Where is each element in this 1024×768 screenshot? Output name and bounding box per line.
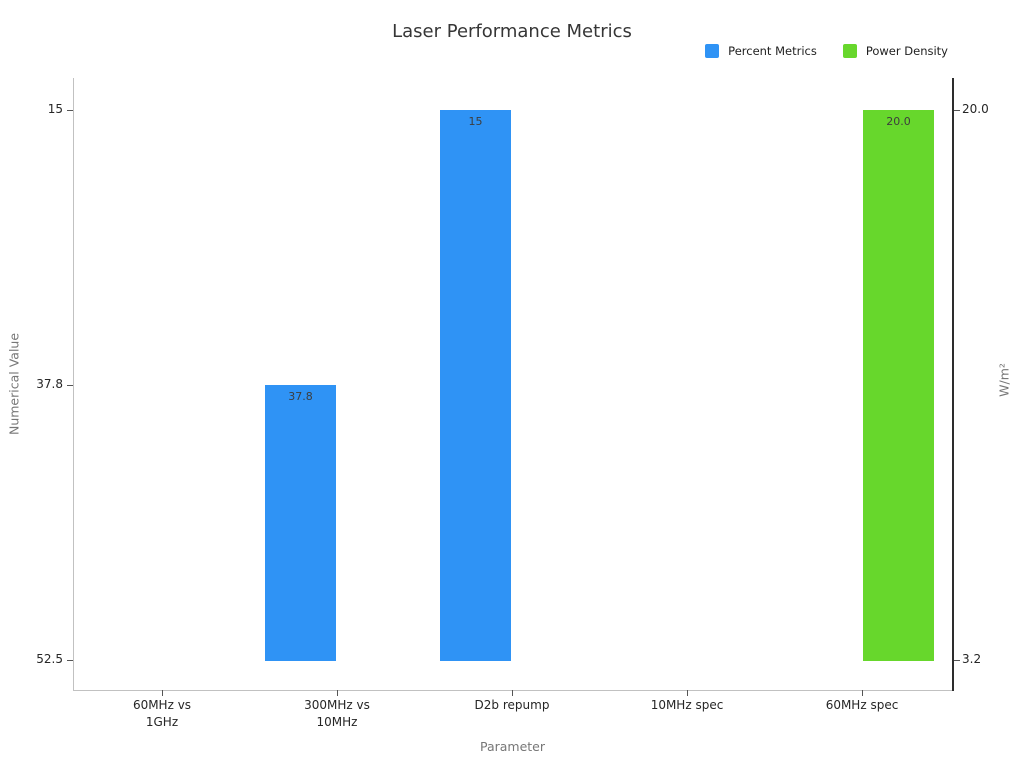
legend-item-power-density: Power Density: [842, 44, 948, 58]
x-axis-tick-label: D2b repump: [474, 698, 550, 712]
x-axis-tick-label: 60MHz vs 1GHz: [132, 698, 192, 729]
chart-title: Laser Performance Metrics: [392, 21, 632, 42]
x-axis-tick-label: 60MHz spec: [825, 698, 899, 712]
left-spine: [73, 78, 74, 691]
y-axis-right-tick-label: 20.0: [962, 102, 989, 116]
bar-value-label: 20.0: [886, 115, 911, 128]
bar-percent-metrics-1: [265, 385, 336, 661]
legend-label: Percent Metrics: [728, 44, 817, 58]
y-axis-left-tick-label: 37.8: [36, 377, 63, 391]
x-axis-tick-mark: [687, 690, 688, 696]
bar-value-label: 37.8: [288, 390, 313, 403]
percent-metrics-swatch-icon: [705, 44, 720, 58]
x-axis-tick-mark: [862, 690, 863, 696]
y-axis-left-title: Numerical Value: [6, 332, 22, 436]
legend-label: Power Density: [865, 44, 948, 58]
legend-item-percent-metrics: Percent Metrics: [705, 44, 817, 58]
power-density-swatch-icon: [842, 44, 857, 58]
x-axis-tick-mark: [512, 690, 513, 696]
y-axis-right-tick-mark: [954, 110, 960, 111]
y-axis-right-title: W/m²: [996, 363, 1012, 397]
y-axis-left-tick-mark: [67, 385, 73, 386]
x-axis-tick-mark: [162, 690, 163, 696]
x-axis-tick-label: 10MHz spec: [650, 698, 724, 712]
bottom-spine: [73, 690, 954, 691]
bar-power-density-4: [863, 110, 934, 661]
plot-area: Numerical Value W/m² Parameter 15 37.8 52.…: [7, 78, 1012, 754]
right-spine: [952, 78, 954, 691]
x-axis-tick-label: 300MHz vs 10MHz: [304, 698, 370, 729]
y-axis-left-tick-label: 15: [47, 102, 63, 116]
y-axis-right-tick-label: 3.2: [962, 652, 982, 666]
y-axis-left-tick-mark: [67, 110, 73, 111]
legend: Percent Metrics Power Density: [705, 44, 948, 58]
x-axis-title: Parameter: [479, 739, 546, 754]
x-axis-tick-mark: [337, 690, 338, 696]
y-axis-left-tick-label: 52.5: [36, 652, 63, 666]
bar-value-label: 15: [468, 115, 483, 128]
y-axis-right-tick-mark: [954, 660, 960, 661]
bar-percent-metrics-2: [440, 110, 511, 661]
y-axis-left-tick-mark: [67, 660, 73, 661]
